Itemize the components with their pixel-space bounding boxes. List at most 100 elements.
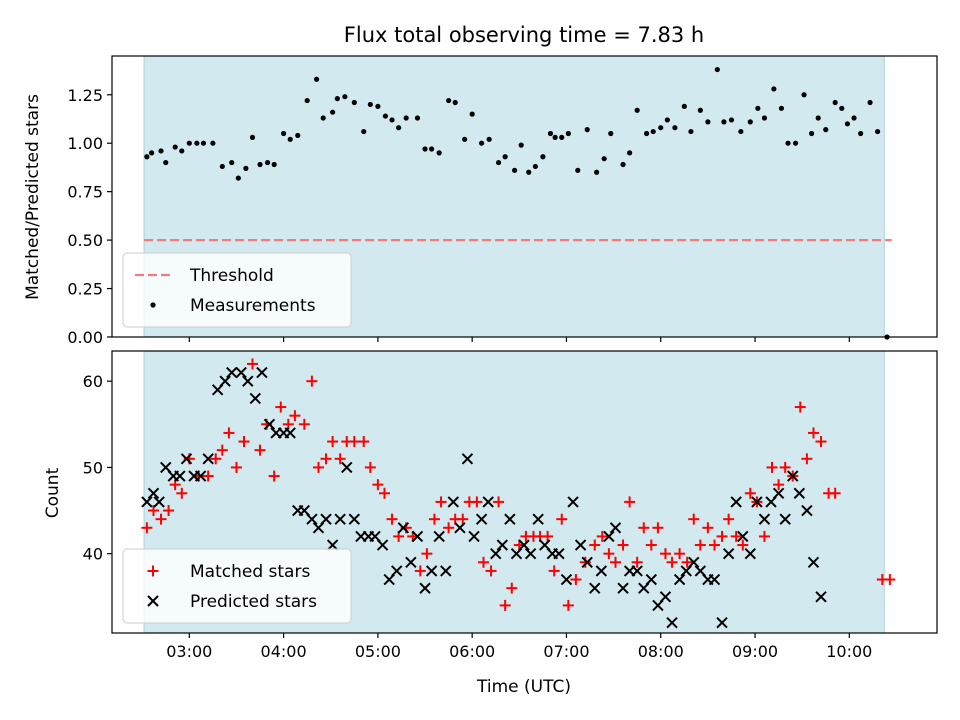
measurement-point (249, 134, 256, 140)
matched-star-point (485, 565, 497, 577)
measurement-point (479, 140, 485, 146)
measurement-point (334, 96, 340, 102)
plot-frame (111, 350, 938, 634)
legend: Matched stars Predicted stars (122, 548, 352, 624)
x-tick-label: 09:00 (732, 642, 778, 661)
measurement-point (486, 136, 492, 142)
predicted-star-point (153, 496, 165, 508)
measurement-point (243, 165, 249, 171)
predicted-star-point (326, 539, 339, 551)
predicted-star-point (433, 530, 445, 543)
measurement-point (608, 130, 614, 137)
matched-star-point (884, 574, 896, 586)
measurement-point (287, 136, 293, 142)
x-tick-label: 08:00 (638, 642, 684, 661)
measurement-point (446, 97, 452, 104)
predicted-star-point (603, 530, 615, 543)
matched-star-point (443, 522, 455, 534)
matched-star-point (147, 505, 159, 517)
measurement-point (594, 169, 600, 175)
predicted-star-point (581, 556, 593, 568)
predicted-star-point (751, 496, 763, 508)
matched-star-point (556, 513, 568, 525)
matched-star-point (659, 548, 671, 560)
predicted-star-point (807, 556, 820, 568)
predicted-star-point (475, 513, 488, 525)
measurement-point (264, 159, 271, 166)
predicted-star-point (219, 375, 231, 387)
measurement-point (502, 154, 508, 160)
predicted-star-point (376, 539, 389, 551)
measurement-point (495, 159, 502, 166)
matched-star-point (609, 556, 621, 568)
measurement-point (634, 107, 640, 113)
y-tick-label: 0.25 (67, 280, 103, 299)
measurement-point (851, 115, 857, 121)
matched-star-point (758, 530, 770, 542)
measurement-point (721, 119, 727, 125)
measurement-point (172, 144, 178, 150)
matched-star-point (631, 556, 643, 568)
matched-star-point (428, 513, 440, 525)
measurement-point (672, 125, 678, 131)
matched-star-point (801, 453, 813, 465)
predicted-star-point (666, 616, 678, 629)
measurement-point (559, 134, 565, 140)
measurement-point (815, 115, 821, 121)
predicted-star-point (609, 522, 622, 534)
measurement-point (620, 161, 626, 168)
matched-star-point (176, 487, 188, 499)
measurement-point (688, 128, 694, 135)
matched-star-point (230, 461, 242, 473)
measurement-point (436, 150, 442, 156)
x-tick-label: 10:00 (826, 642, 872, 661)
measurement-point (532, 163, 538, 170)
measurement-point (163, 159, 169, 166)
matched-star-point (779, 461, 791, 473)
legend-label: Threshold (189, 266, 274, 286)
y-tick-label: 1.25 (67, 86, 103, 105)
y-tick-label: 0.75 (67, 183, 103, 202)
measurement-point (367, 101, 373, 108)
bottom-y-axis-label: Count (43, 467, 63, 518)
matched-star-point (794, 401, 806, 413)
measurement-point (575, 167, 581, 173)
matched-star-point (358, 436, 370, 448)
top-panel: 0.00 0.25 0.50 0.75 1.00 1.25 Threshold Measure… (67, 55, 938, 347)
predicted-star-point (405, 556, 417, 568)
matched-star-point (268, 470, 280, 482)
predicted-star-point (524, 547, 537, 560)
x-tick-label: 05:00 (355, 642, 401, 661)
predicted-star-point (793, 487, 806, 500)
predicted-star-point (574, 539, 587, 551)
matched-star-point (681, 556, 693, 568)
matched-star-point (223, 427, 235, 439)
matched-star-point (666, 556, 678, 568)
predicted-star-point (595, 565, 608, 577)
x-tick-label: 06:00 (449, 642, 495, 661)
measurement-point (403, 115, 409, 121)
predicted-star-point (496, 539, 509, 551)
matched-star-point (603, 548, 615, 560)
predicted-star-point (391, 565, 403, 577)
matched-star-point (744, 487, 756, 499)
measurement-point (728, 117, 735, 123)
matched-star-point (275, 401, 287, 413)
matched-star-point (570, 574, 582, 586)
y-tick-label: 40 (83, 545, 103, 564)
legend-label: Measurements (190, 296, 316, 316)
matched-star-point (617, 539, 629, 551)
y-tick-label: 0.50 (67, 231, 103, 250)
measurement-point (650, 128, 656, 135)
matched-star-point (334, 453, 346, 465)
predicted-star-point (235, 366, 247, 379)
measurement-point (584, 127, 590, 133)
measurement-point (738, 128, 744, 135)
predicted-star-point (348, 513, 361, 525)
predicted-star-point (744, 547, 757, 560)
predicted-star-point (801, 504, 813, 517)
matched-star-point (477, 556, 489, 568)
predicted-star-point (256, 366, 268, 379)
predicted-star-point (673, 573, 686, 586)
bottom-panel: 40 50 60 03:00 04:00 05:00 06:00 07:00 08:00 09:0… (83, 350, 938, 661)
